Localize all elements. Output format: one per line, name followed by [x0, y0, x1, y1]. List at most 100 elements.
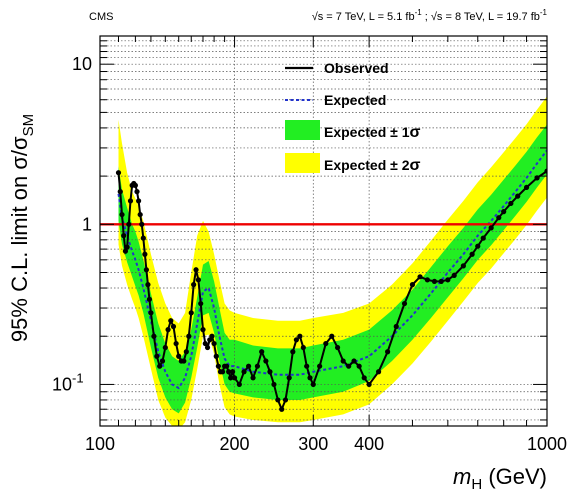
observed-point: [127, 198, 134, 204]
observed-point: [148, 310, 154, 316]
observed-point: [226, 369, 232, 375]
observed-point: [475, 243, 481, 249]
observed-point: [154, 353, 160, 359]
observed-point: [165, 327, 171, 333]
header-energy-2: s = 8 TeV, L = 19.7 fb: [437, 11, 540, 23]
observed-point: [213, 353, 219, 359]
observed-point: [230, 369, 236, 375]
observed-point: [188, 310, 194, 316]
observed-point: [361, 375, 367, 381]
x-tick-label: 100: [85, 434, 115, 454]
observed-point: [140, 235, 146, 241]
observed-point: [231, 375, 238, 381]
observed-point: [431, 278, 438, 284]
observed-point: [297, 333, 303, 339]
observed-point: [409, 282, 416, 288]
x-axis-title-unit: (GeV): [482, 464, 547, 489]
observed-point: [122, 248, 129, 254]
observed-point: [121, 233, 127, 239]
observed-point: [246, 363, 252, 369]
observed-point: [236, 381, 242, 388]
observed-point: [254, 363, 261, 369]
observed-point: [211, 340, 217, 347]
x-axis-title-sym: m: [453, 464, 471, 489]
legend-band2-text: Expected ± 2: [324, 157, 410, 173]
header-right: √s = 7 TeV, L = 5.1 fb-1 ; √s = 8 TeV, L…: [312, 8, 548, 23]
observed-point: [286, 375, 292, 381]
sqrt-symbol-2: √: [431, 11, 438, 23]
observed-point: [186, 333, 192, 339]
x-tick-label: 1000: [527, 434, 567, 454]
observed-point: [334, 344, 341, 351]
observed-point: [134, 189, 140, 195]
observed-point: [195, 277, 201, 283]
observed-point: [115, 170, 122, 176]
observed-point: [271, 381, 277, 388]
legend-band1-label: Expected ± 1σ: [324, 124, 421, 141]
plot-frame: [99, 35, 548, 427]
header-energy-1: s = 7 TeV, L = 5.1 fb: [318, 11, 415, 23]
header-exp-2: -1: [540, 8, 548, 17]
observed-point: [209, 333, 215, 339]
observed-point: [544, 168, 547, 174]
lines-layer: [100, 149, 547, 412]
x-axis-title-sub: H: [471, 476, 482, 493]
observed-point: [501, 209, 507, 215]
observed-point: [200, 327, 206, 333]
observed-point: [385, 349, 391, 355]
header-sep: ;: [422, 11, 431, 23]
header-exp-1: -1: [415, 8, 423, 17]
observed-point: [124, 244, 130, 250]
observed-point: [219, 369, 226, 375]
observed-point: [204, 344, 211, 351]
observed-point: [193, 267, 199, 273]
sqrt-symbol-1: √: [312, 11, 319, 23]
observed-point: [275, 397, 281, 403]
observed-point: [151, 333, 157, 339]
observed-point: [496, 215, 502, 221]
observed-point: [267, 369, 273, 375]
legend-band1-swatch: [285, 120, 320, 140]
observed-point: [300, 344, 306, 351]
observed-point: [159, 358, 166, 364]
observed-point: [170, 323, 177, 330]
legend-band1-text: Expected ± 1: [324, 124, 410, 140]
observed-point: [346, 363, 352, 369]
header-left: CMS: [89, 11, 113, 23]
x-axis-title: mH (GeV): [453, 464, 547, 493]
observed-point: [488, 225, 494, 231]
observed-point: [224, 363, 230, 369]
observed-point: [451, 272, 457, 278]
observed-point: [290, 349, 296, 355]
legend-band1-sigma: σ: [410, 124, 421, 141]
observed-point: [460, 263, 466, 269]
x-tick-label: 200: [220, 434, 250, 454]
legend-band2-sigma: σ: [410, 157, 421, 174]
observed-point: [329, 333, 335, 339]
observed-point: [340, 358, 346, 364]
observed-point: [508, 200, 514, 207]
legend-observed-label: Observed: [324, 60, 389, 76]
observed-point: [263, 358, 269, 364]
observed-point: [142, 251, 148, 257]
observed-point: [304, 363, 310, 369]
legend-band2-swatch: [285, 153, 320, 173]
legend-expected-label: Expected: [324, 92, 386, 108]
legend-band2-label: Expected ± 2σ: [324, 157, 421, 174]
observed-point: [469, 251, 475, 257]
observed-point: [356, 363, 362, 369]
x-tick-label: 300: [298, 434, 328, 454]
observed-point: [173, 340, 179, 347]
observed-point: [241, 369, 247, 375]
observed-point: [126, 221, 132, 227]
observed-point: [145, 282, 151, 288]
observed-point: [480, 235, 486, 241]
y-axis-title-main: 95% C.L. limit on σ/σ: [7, 136, 32, 342]
observed-point: [146, 296, 153, 302]
observed-point: [191, 282, 197, 288]
observed-point: [215, 363, 221, 369]
y-tick-label: 10-1: [52, 370, 84, 394]
ticks-layer: [99, 36, 548, 426]
